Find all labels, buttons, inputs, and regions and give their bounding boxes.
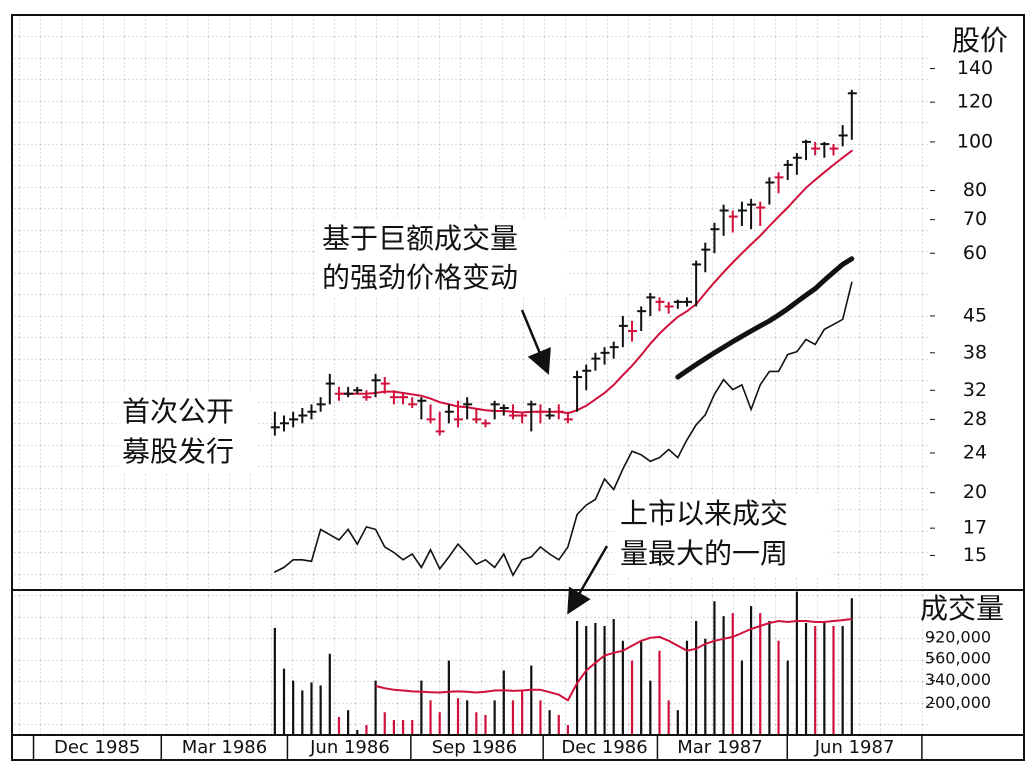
y-tick-label: 32 (963, 379, 987, 401)
volume-tick-label: 340,000 (925, 670, 991, 689)
x-tick-label: Mar 1986 (182, 737, 268, 758)
volume-average (375, 618, 852, 702)
annotation: 的强劲价格变动 (322, 261, 518, 294)
y-tick-label: 70 (963, 208, 987, 230)
x-tick-label: Dec 1985 (54, 737, 140, 758)
y-tick-label: 80 (963, 179, 987, 201)
y-tick-label: 140 (957, 57, 993, 79)
y-tick-label: 120 (957, 91, 993, 113)
price-line (274, 281, 853, 577)
price-line (338, 149, 853, 415)
x-tick-label: Sep 1986 (432, 737, 517, 758)
volume-tick-label: 560,000 (925, 649, 991, 668)
annotation: 首次公开 (122, 395, 234, 428)
frame (11, 14, 1025, 761)
annotation-bg (118, 392, 258, 474)
y-tick-label: 28 (963, 408, 987, 430)
y-tick-label: 38 (963, 341, 987, 363)
y-tick-label: 20 (963, 481, 987, 503)
arrow (520, 309, 551, 375)
y-tick-label: 17 (963, 517, 987, 539)
y-tick-label: 15 (963, 544, 987, 566)
y-tick-label: 24 (963, 441, 987, 463)
annotation-bg (615, 494, 830, 576)
price-line (675, 256, 855, 380)
grid (12, 15, 930, 735)
volume-tick-label: 200,000 (925, 693, 991, 712)
volume-tick-label: 920,000 (925, 627, 991, 646)
annotation-bg (316, 218, 566, 298)
annotation: 上市以来成交 (620, 497, 788, 530)
volume-axis-title: 成交量 (920, 592, 1004, 625)
x-tick-label: Jun 1986 (309, 737, 390, 758)
plot (270, 89, 857, 735)
x-tick-label: Mar 1987 (677, 737, 763, 758)
y-tick-label: 100 (957, 130, 993, 152)
y-tick-label: 45 (963, 304, 987, 326)
grid (12, 15, 930, 735)
annotation: 募股发行 (122, 435, 234, 468)
price-axis-title: 股价 (952, 24, 1008, 57)
x-tick-label: Jun 1987 (814, 737, 895, 758)
y-tick-label: 60 (963, 242, 987, 264)
arrow (567, 545, 609, 615)
annotation: 基于巨额成交量 (322, 222, 518, 255)
x-tick-label: Dec 1986 (561, 737, 647, 758)
annotation: 量最大的一周 (620, 537, 788, 570)
